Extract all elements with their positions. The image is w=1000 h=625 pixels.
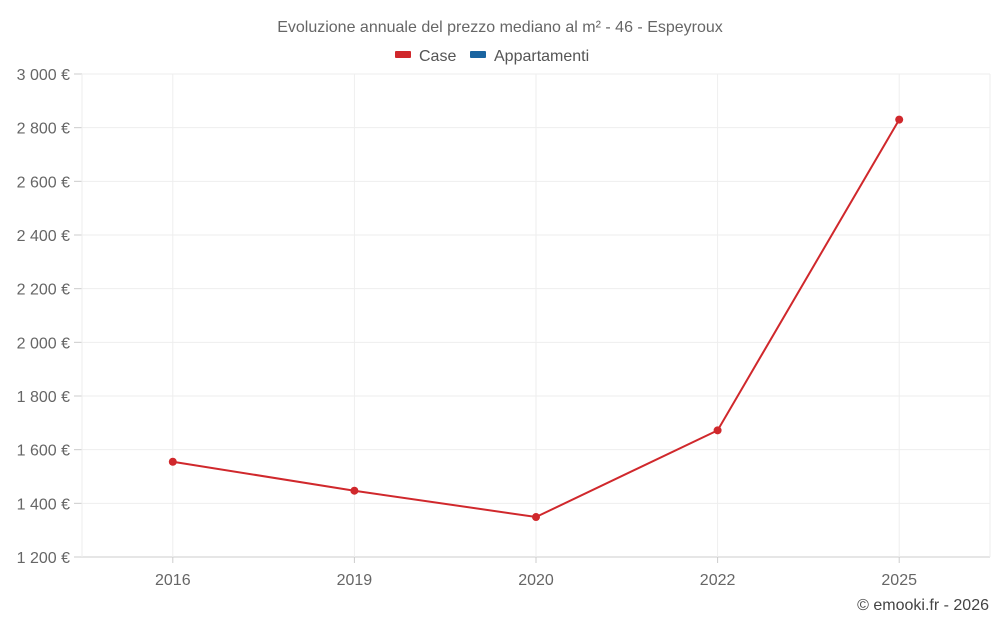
data-point <box>895 115 904 124</box>
legend-swatch-case <box>395 51 411 58</box>
data-point <box>532 513 540 522</box>
x-tick-label: 2025 <box>881 572 917 589</box>
legend-swatch-appartamenti <box>470 51 486 58</box>
y-tick-label: 2 000 € <box>17 335 70 352</box>
x-tick-label: 2019 <box>337 572 373 589</box>
y-axis-ticks: 1 200 € 1 400 € 1 600 € 1 800 € 2 000 € 2 200… <box>17 67 70 567</box>
legend-label-case: Case <box>419 48 456 65</box>
x-tick-label: 2022 <box>700 572 736 589</box>
credit-text: © emooki.fr - 2026 <box>857 597 989 614</box>
data-point <box>713 426 722 435</box>
y-tick-label: 2 800 € <box>17 121 70 138</box>
y-tick-label: 1 200 € <box>17 550 70 567</box>
grid <box>74 73 991 558</box>
y-tick-label: 1 800 € <box>17 389 70 406</box>
legend-label-appartamenti: Appartamenti <box>494 48 589 65</box>
y-tick-label: 2 600 € <box>17 174 70 191</box>
series-layer <box>168 115 904 522</box>
y-tick-label: 1 600 € <box>17 443 70 460</box>
y-tick-label: 1 400 € <box>17 496 70 513</box>
x-tick-label: 2016 <box>155 572 191 589</box>
data-point <box>168 457 177 466</box>
y-tick-label: 2 400 € <box>17 228 70 245</box>
y-tick-label: 2 200 € <box>17 282 70 299</box>
x-axis-ticks: 2016 2019 2020 2022 2025 <box>155 557 917 589</box>
x-tick-label: 2020 <box>518 572 554 589</box>
legend: Case Appartamenti <box>395 48 589 65</box>
data-point <box>350 486 359 495</box>
chart-title: Evoluzione annuale del prezzo mediano al… <box>277 19 723 36</box>
y-tick-label: 3 000 € <box>17 67 70 84</box>
